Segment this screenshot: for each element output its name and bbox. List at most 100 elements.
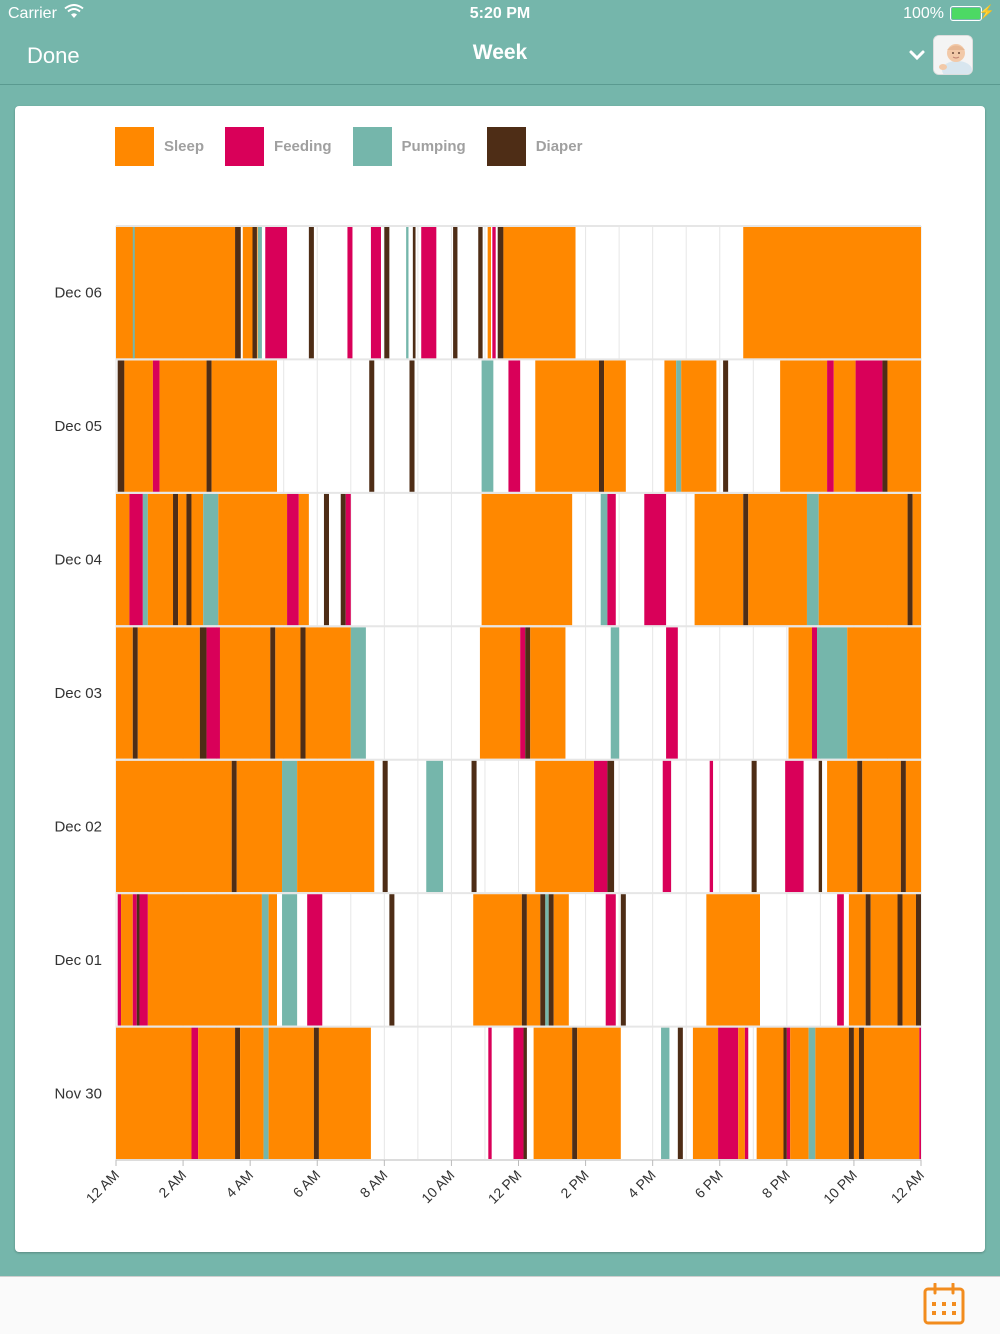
battery-percent: 100% <box>903 5 944 22</box>
event-bar-sleep <box>818 493 908 626</box>
event-bar-diaper <box>907 493 913 626</box>
event-bar-sleep <box>218 493 288 626</box>
legend-label-diaper: Diaper <box>535 137 583 155</box>
event-bar-sleep <box>743 227 921 359</box>
event-bar-diaper <box>723 360 729 492</box>
event-bar-diaper <box>548 894 554 1026</box>
nav-bar: Done Week <box>0 28 1000 84</box>
event-bar-diaper <box>132 627 138 759</box>
event-bar-diaper <box>572 1027 578 1159</box>
event-bar-feeding <box>513 1027 524 1159</box>
event-bar-sleep <box>694 493 744 626</box>
event-bar-sleep <box>147 894 262 1026</box>
event-bar-feeding <box>666 627 678 759</box>
event-bar-diaper <box>818 760 823 893</box>
event-bar-sleep <box>530 627 566 759</box>
event-bar-sleep <box>137 627 200 759</box>
event-bar-pumping <box>610 627 620 759</box>
x-tick-label: 12 PM <box>485 1167 525 1207</box>
row-label: Dec 02 <box>54 818 102 835</box>
event-bar-pumping <box>806 493 819 626</box>
event-bar-sleep <box>862 760 901 893</box>
x-tick-label: 4 PM <box>624 1167 658 1201</box>
event-bar-diaper <box>369 360 375 492</box>
event-bar-diaper <box>235 1027 241 1159</box>
legend-item-pumping: Pumping <box>352 126 466 166</box>
wifi-icon <box>64 4 84 25</box>
event-bar-diaper <box>173 493 179 626</box>
calendar-icon[interactable] <box>923 1282 965 1325</box>
event-bar-diaper <box>409 360 415 492</box>
event-bar-sleep <box>535 360 599 492</box>
event-bar-pumping <box>600 493 608 626</box>
event-bar-pumping <box>282 760 298 893</box>
event-bar-pumping <box>676 360 682 492</box>
event-bar-sleep <box>116 760 232 893</box>
event-bar-sleep <box>848 894 866 1026</box>
event-bar-diaper <box>523 1027 527 1159</box>
event-bar-diaper <box>323 493 329 626</box>
event-bar-pumping <box>545 894 549 1026</box>
event-bar-sleep <box>124 360 153 492</box>
event-bar-pumping <box>203 493 219 626</box>
event-bar-diaper <box>389 894 395 1026</box>
event-bar-feeding <box>191 1027 199 1159</box>
x-tick-label: 2 PM <box>557 1167 591 1201</box>
event-bar-sleep <box>318 1027 371 1159</box>
event-bar-diaper <box>751 760 757 893</box>
nav-divider <box>0 84 1000 85</box>
event-bar-pumping <box>142 493 148 626</box>
event-bar-feeding <box>139 894 148 1026</box>
legend-label-feeding: Feeding <box>274 137 332 155</box>
event-bar-diaper <box>858 1027 864 1159</box>
event-bar-feeding <box>287 493 299 626</box>
event-bar-sleep <box>297 760 375 893</box>
row-label: Nov 30 <box>54 1085 102 1102</box>
event-bar-diaper <box>231 760 237 893</box>
event-bar-diaper <box>313 1027 319 1159</box>
event-bar-feeding <box>744 1027 749 1159</box>
event-bar-sleep <box>681 360 717 492</box>
x-tick-label: 10 PM <box>820 1167 860 1207</box>
chevron-down-icon[interactable] <box>908 48 926 62</box>
event-bar-diaper <box>308 227 314 359</box>
legend-label-pumping: Pumping <box>401 137 466 155</box>
event-bar-sleep <box>268 1027 314 1159</box>
event-bar-feeding <box>488 1027 492 1159</box>
event-bar-sleep <box>577 1027 621 1159</box>
event-bar-sleep <box>147 493 174 626</box>
row-label: Dec 04 <box>54 552 102 569</box>
event-bar-sleep <box>664 360 677 492</box>
chart-legend: Sleep Feeding Pumping Diaper <box>115 126 603 166</box>
event-bar-feeding <box>811 627 818 759</box>
event-bar-feeding <box>855 360 883 492</box>
event-bar-sleep <box>604 360 626 492</box>
event-bar-sleep <box>780 360 828 492</box>
done-button[interactable]: Done <box>27 43 80 68</box>
event-bar-sleep <box>815 1027 849 1159</box>
status-time: 5:20 PM <box>469 5 531 22</box>
event-bar-diaper <box>382 760 388 893</box>
baby-avatar[interactable] <box>933 35 973 75</box>
event-bar-sleep <box>526 894 541 1026</box>
event-bar-sleep <box>756 1027 784 1159</box>
event-bar-sleep <box>240 1027 264 1159</box>
event-bar-sleep <box>503 227 576 359</box>
event-bar-diaper <box>206 360 212 492</box>
event-bar-feeding <box>718 1027 739 1159</box>
event-bar-pumping <box>481 360 494 492</box>
event-bar-diaper <box>340 493 346 626</box>
event-bar-sleep <box>887 360 921 492</box>
event-bar-sleep <box>305 627 351 759</box>
event-bar-pumping <box>257 227 262 359</box>
event-bar-sleep <box>211 360 277 492</box>
event-bar-feeding <box>421 227 437 359</box>
legend-swatch-pumping <box>352 126 392 166</box>
timeline-chart: Dec 06 Dec 05 Dec 04 Dec 03 Dec 02 Dec 01 Nov … <box>54 225 927 1207</box>
event-bar-sleep <box>298 493 309 626</box>
event-bar-diaper <box>857 760 863 893</box>
event-bar-feeding <box>827 360 834 492</box>
legend-item-diaper: Diaper <box>486 126 583 166</box>
event-bar-feeding <box>132 894 137 1026</box>
event-bar-diaper <box>865 894 871 1026</box>
